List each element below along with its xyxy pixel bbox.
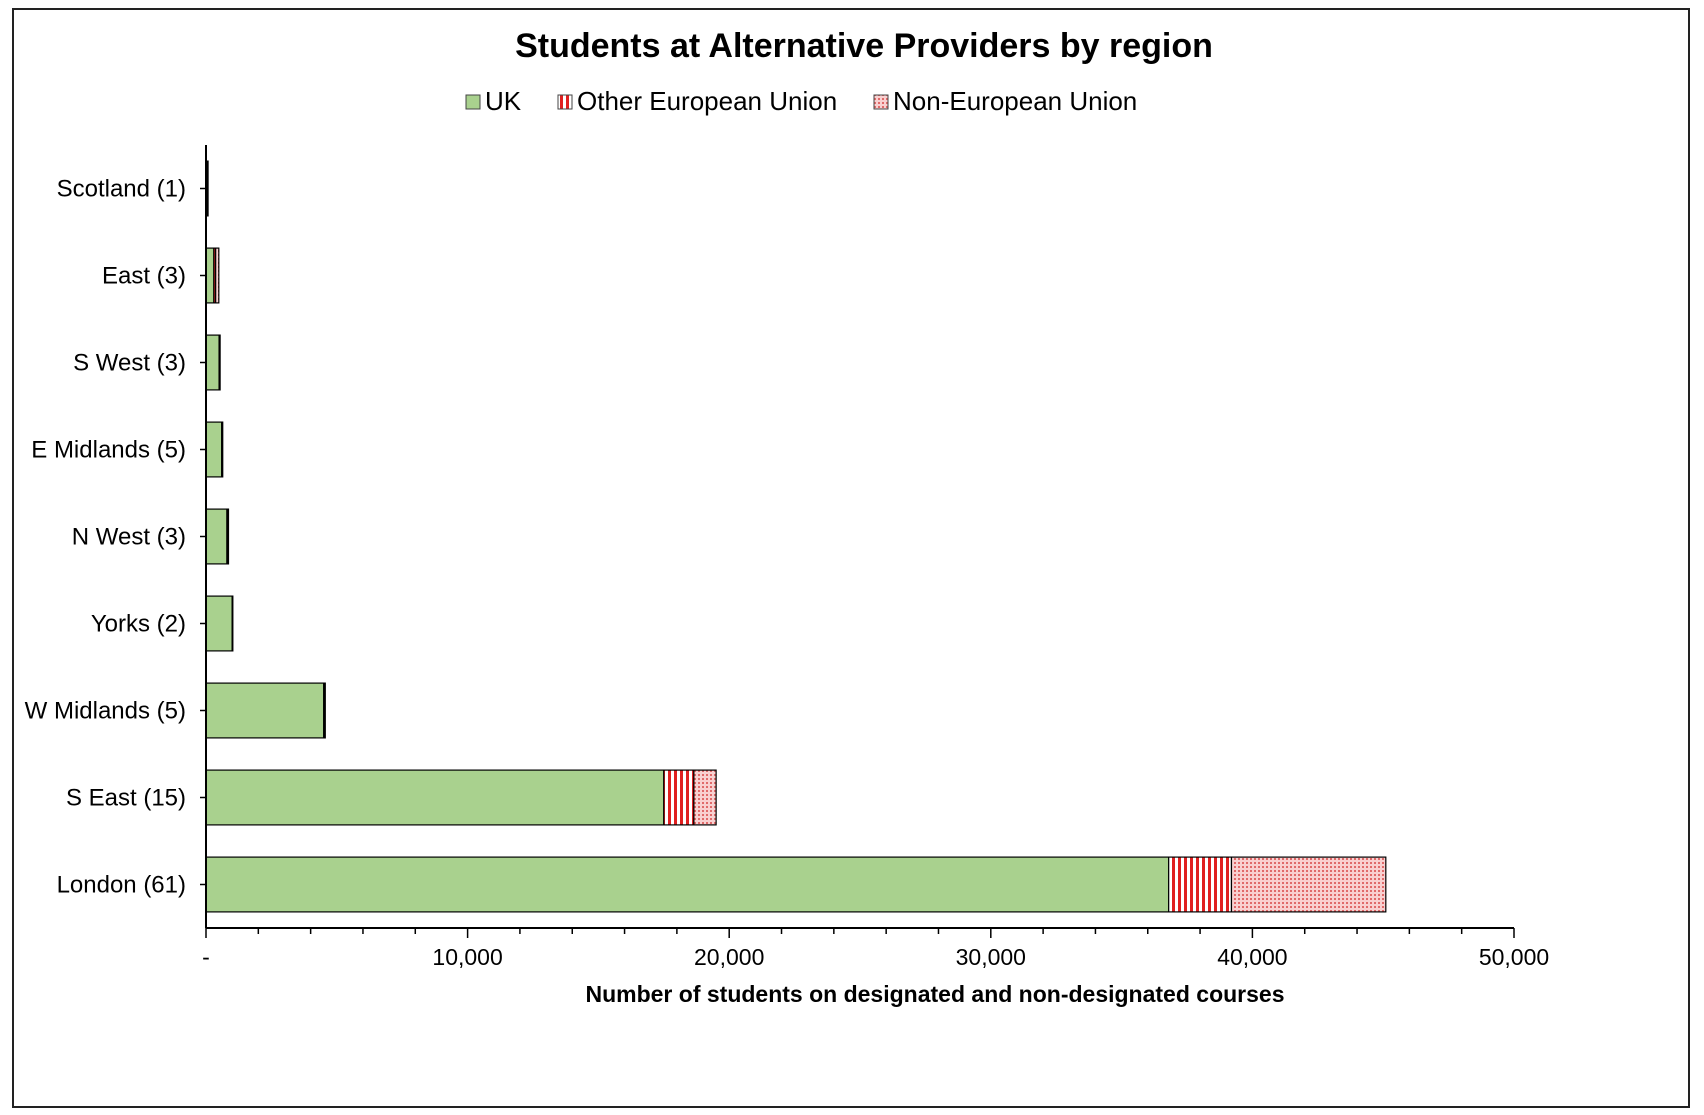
- bar-8-series-3: [1230, 856, 1387, 913]
- x-tick-label-5: 50,000: [1479, 944, 1549, 970]
- legend-label-3: Non-European Union: [893, 86, 1137, 116]
- x-axis-title: Number of students on designated and non…: [585, 981, 1284, 1007]
- bar-7-series-3: [693, 769, 717, 826]
- bar-7-series-1: [205, 769, 665, 826]
- bar-7-series-2: [663, 769, 695, 826]
- legend-swatch-1: [465, 94, 481, 110]
- bar-4-series-3: [227, 508, 230, 565]
- chart-title: Students at Alternative Providers by reg…: [515, 27, 1213, 65]
- category-label-7: S East (15): [66, 785, 186, 812]
- bar-3-series-1: [205, 421, 223, 478]
- chart-frame: Students at Alternative Providers by reg…: [12, 8, 1690, 1108]
- bar-2-series-1: [205, 334, 220, 391]
- bar-2-series-3: [219, 334, 221, 391]
- stacked-bar-chart: Students at Alternative Providers by reg…: [25, 27, 1550, 1007]
- category-label-3: E Midlands (5): [31, 437, 186, 464]
- x-tick-label-1: 10,000: [432, 944, 502, 970]
- bar-1-series-1: [205, 247, 215, 304]
- bar-5-series-1: [205, 595, 233, 652]
- category-label-8: London (61): [57, 872, 186, 899]
- bar-5-series-3: [231, 595, 234, 652]
- legend: UK Other European Union Non-European Union: [465, 86, 1137, 116]
- x-tick-label-4: 40,000: [1217, 944, 1287, 970]
- bar-8-series-1: [205, 856, 1170, 913]
- legend-label-1: UK: [485, 86, 522, 116]
- bars-group: [205, 160, 1387, 913]
- legend-swatch-2: [557, 94, 573, 110]
- category-label-6: W Midlands (5): [25, 698, 186, 725]
- category-label-2: S West (3): [73, 350, 186, 377]
- bar-4-series-1: [205, 508, 228, 565]
- bar-1-series-3: [215, 247, 220, 304]
- bar-3-series-3: [221, 421, 224, 478]
- bar-0-series-3: [206, 160, 209, 217]
- legend-label-2: Other European Union: [577, 86, 837, 116]
- x-tick-label-3: 30,000: [956, 944, 1026, 970]
- category-label-4: N West (3): [72, 524, 186, 551]
- legend-swatch-3: [873, 94, 889, 110]
- category-label-1: East (3): [102, 263, 186, 290]
- x-tick-label-0: -: [202, 944, 210, 970]
- axes-group: Scotland (1) East (3) S West (3) E Midlands…: [25, 145, 1549, 970]
- bar-8-series-2: [1168, 856, 1233, 913]
- category-label-5: Yorks (2): [91, 611, 186, 638]
- bar-6-series-1: [205, 682, 325, 739]
- x-tick-label-2: 20,000: [694, 944, 764, 970]
- category-label-0: Scotland (1): [57, 176, 186, 203]
- bar-6-series-3: [323, 682, 326, 739]
